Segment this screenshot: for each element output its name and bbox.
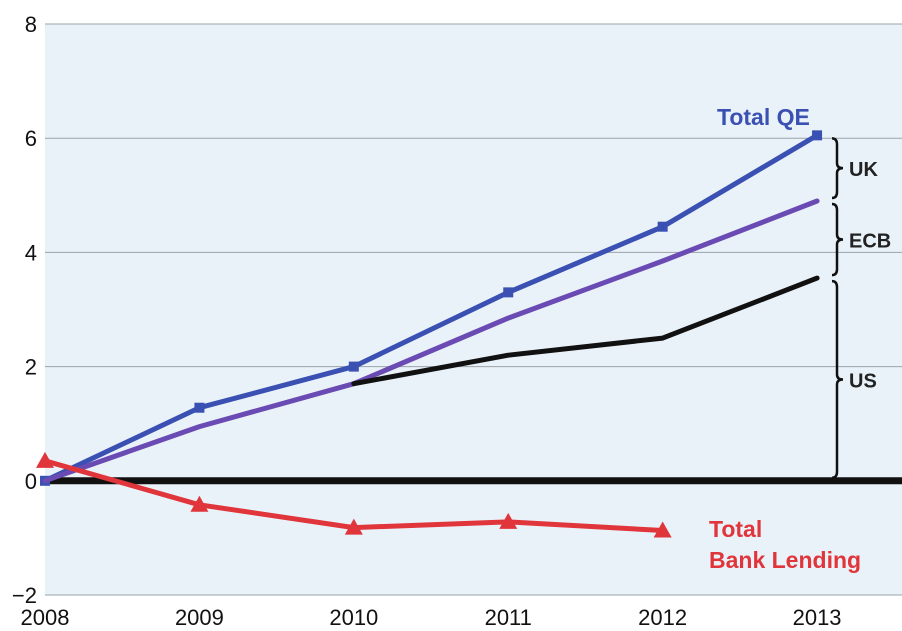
series-point bbox=[499, 512, 518, 529]
series-point bbox=[503, 287, 514, 298]
series-point bbox=[190, 495, 209, 512]
x-tick-label: 2010 bbox=[329, 605, 378, 630]
gridlines bbox=[45, 23, 902, 596]
bracket bbox=[831, 202, 844, 277]
y-tick-labels: 8 6 4 2 0 −2 bbox=[12, 12, 37, 608]
y-tick-label: 6 bbox=[25, 126, 37, 151]
series-lines bbox=[36, 130, 823, 538]
x-tick-labels: 2008 2009 2010 2011 2012 2013 bbox=[21, 605, 842, 630]
x-tick-label: 2013 bbox=[793, 605, 842, 630]
total-lending-label-line1: Total bbox=[709, 516, 762, 542]
y-tick-label: 0 bbox=[25, 469, 37, 494]
series-point bbox=[344, 518, 363, 535]
y-tick-label: −2 bbox=[12, 583, 37, 608]
series-point bbox=[348, 361, 359, 372]
bracket-label: UK bbox=[849, 159, 878, 181]
y-tick-label: 4 bbox=[25, 240, 37, 265]
x-tick-label: 2009 bbox=[175, 605, 224, 630]
series-point bbox=[812, 130, 823, 141]
total-qe-label: Total QE bbox=[717, 104, 810, 130]
x-tick-label: 2008 bbox=[21, 605, 70, 630]
series-point bbox=[194, 402, 205, 413]
series-point bbox=[653, 521, 672, 538]
series-line-2 bbox=[351, 275, 820, 387]
brackets: UK ECB US bbox=[831, 137, 891, 480]
x-tick-label: 2012 bbox=[638, 605, 687, 630]
bracket bbox=[831, 279, 844, 480]
bracket-label: US bbox=[849, 370, 877, 392]
bracket-label: ECB bbox=[849, 231, 891, 253]
series-line-1 bbox=[42, 198, 820, 484]
series-line-0 bbox=[42, 132, 820, 484]
total-lending-label-line2: Bank Lending bbox=[709, 547, 861, 573]
y-tick-label: 2 bbox=[25, 355, 37, 380]
bracket bbox=[831, 137, 844, 200]
series-point bbox=[36, 451, 54, 468]
series-point bbox=[657, 221, 668, 232]
y-tick-label: 8 bbox=[25, 12, 37, 37]
x-tick-label: 2011 bbox=[485, 605, 532, 630]
